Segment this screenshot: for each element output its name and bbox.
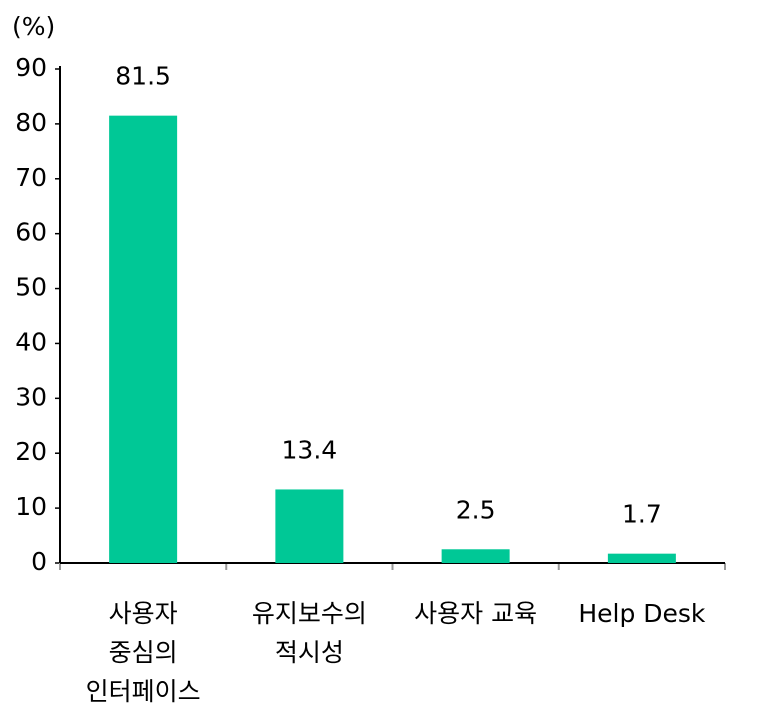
value-label: 81.5 — [115, 62, 171, 91]
y-tick-label: 60 — [15, 218, 47, 247]
value-label: 13.4 — [282, 435, 338, 464]
y-tick-label: 80 — [15, 108, 47, 137]
x-tick-label: Help Desk — [578, 599, 706, 628]
x-tick-label: 사용자 — [109, 599, 178, 628]
x-tick-label: 유지보수의 — [252, 599, 367, 628]
y-tick-label: 70 — [15, 163, 47, 192]
bar — [109, 115, 178, 564]
x-tick-label: 사용자 교육 — [414, 599, 537, 628]
y-tick-label: 10 — [15, 492, 47, 521]
x-tick-label: 적시성 — [275, 638, 344, 667]
x-tick-label: 인터페이스 — [86, 677, 201, 706]
x-tick-label: 중심의 — [109, 638, 178, 667]
value-label: 1.7 — [622, 500, 662, 529]
y-tick-label: 0 — [31, 547, 47, 576]
y-tick-label: 40 — [15, 327, 47, 356]
y-tick-label: 50 — [15, 273, 47, 302]
value-label: 2.5 — [456, 495, 496, 524]
bar — [607, 553, 676, 563]
y-tick-label: 20 — [15, 437, 47, 466]
y-tick-label: 30 — [15, 382, 47, 411]
y-unit: (%) — [12, 12, 55, 41]
bar — [441, 549, 510, 563]
y-tick-label: 90 — [15, 53, 47, 82]
bar — [275, 489, 344, 563]
